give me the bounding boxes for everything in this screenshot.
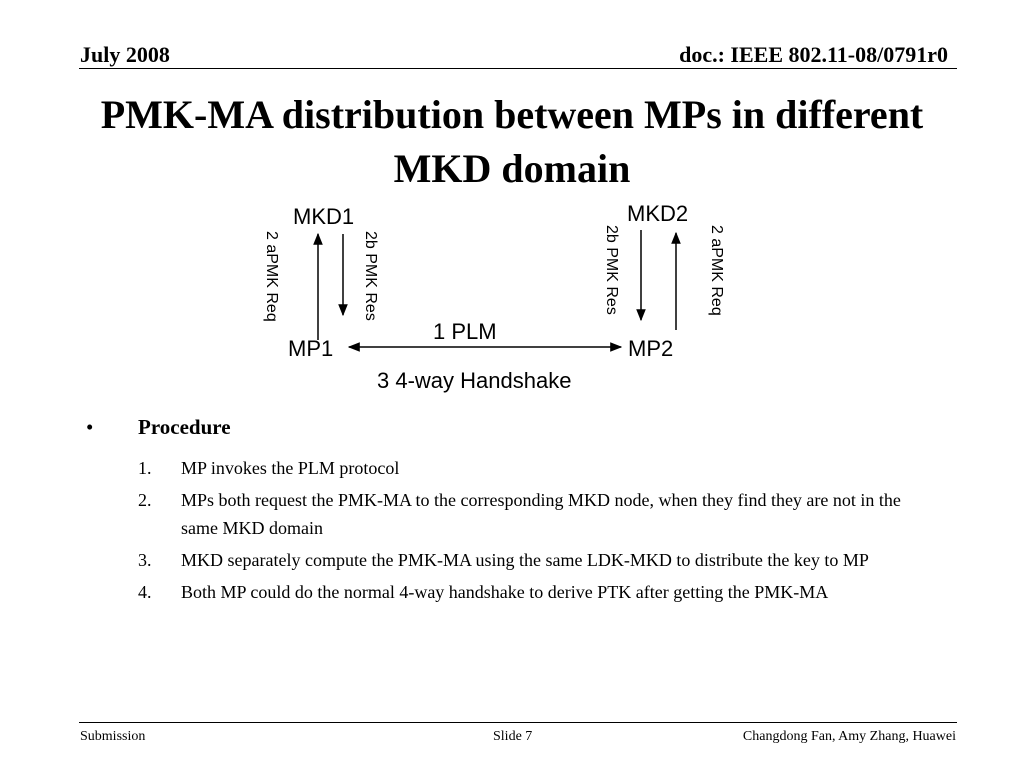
- label-plm: 1 PLM: [433, 319, 497, 344]
- step-number: 1.: [138, 458, 152, 478]
- label-4way-handshake: 3 4-way Handshake: [377, 368, 571, 393]
- node-mkd2: MKD2: [627, 201, 688, 226]
- step-text: MKD separately compute the PMK-MA using …: [181, 550, 869, 570]
- procedure-steps-list: 1. MP invokes the PLM protocol 2. MPs both…: [138, 454, 938, 610]
- step-number: 3.: [138, 550, 152, 570]
- footer-divider: [79, 722, 957, 723]
- procedure-step: 2. MPs both request the PMK-MA to the cor…: [138, 486, 938, 542]
- footer-slide-number: Slide 7: [493, 729, 533, 744]
- node-mp1: MP1: [288, 336, 333, 361]
- label-right-pmk-res: 2b PMK Res: [603, 225, 620, 315]
- step-text: Both MP could do the normal 4-way handsh…: [181, 582, 829, 602]
- node-mkd1: MKD1: [293, 204, 354, 229]
- footer-submission: Submission: [80, 729, 146, 744]
- label-left-apmk-req: 2 aPMK Req: [263, 231, 280, 322]
- header-doc-id: doc.: IEEE 802.11-08/0791r0: [679, 42, 948, 67]
- bullet-marker: •: [86, 415, 94, 439]
- step-number: 4.: [138, 582, 152, 602]
- label-right-apmk-req: 2 aPMK Req: [708, 225, 725, 316]
- step-number: 2.: [138, 490, 152, 510]
- step-text: MPs both request the PMK-MA to the corre…: [181, 490, 901, 538]
- procedure-title: Procedure: [138, 415, 231, 439]
- header-divider: [79, 68, 957, 69]
- step-text: MP invokes the PLM protocol: [181, 458, 400, 478]
- procedure-step: 4. Both MP could do the normal 4-way hand…: [138, 578, 938, 606]
- label-left-pmk-res: 2b PMK Res: [362, 231, 379, 321]
- procedure-step: 3. MKD separately compute the PMK-MA usin…: [138, 546, 938, 574]
- node-mp2: MP2: [628, 336, 673, 361]
- procedure-step: 1. MP invokes the PLM protocol: [138, 454, 938, 482]
- slide-title: PMK-MA distribution between MPs in diffe…: [100, 92, 924, 191]
- key-distribution-diagram: MKD1 MKD2 MP1 MP2 2 aPMK Req 2b PMK Res …: [263, 201, 725, 393]
- footer-authors: Changdong Fan, Amy Zhang, Huawei: [742, 729, 956, 744]
- header-date: July 2008: [80, 42, 170, 67]
